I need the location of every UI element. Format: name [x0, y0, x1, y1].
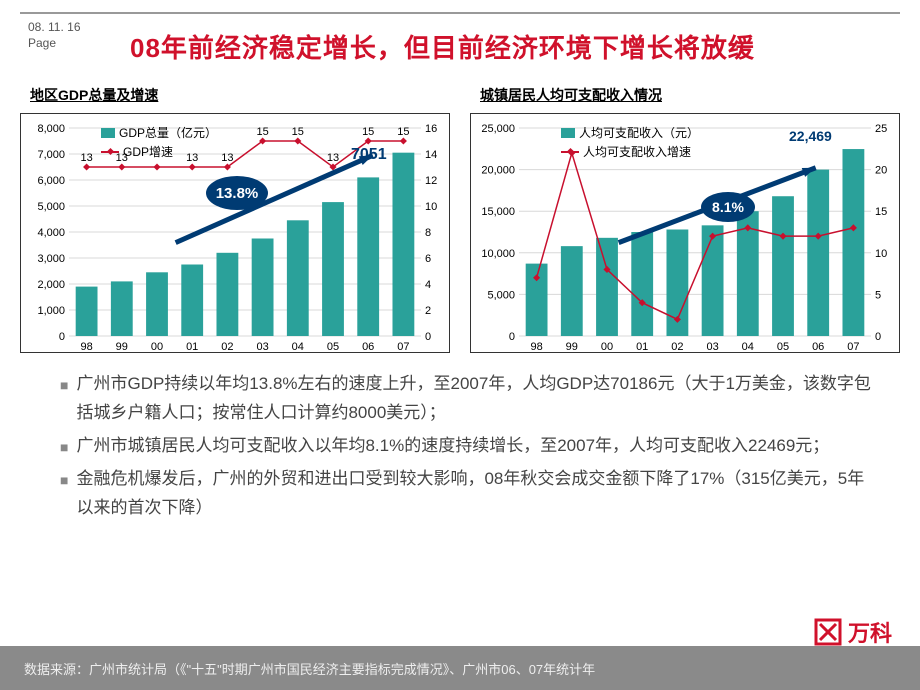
logo-icon	[814, 618, 842, 646]
svg-text:99: 99	[116, 341, 128, 350]
svg-text:05: 05	[777, 341, 789, 350]
chart-left-subtitle: 地区GDP总量及增速	[30, 85, 450, 105]
list-item: ■ 广州市GDP持续以年均13.8%左右的速度上升，至2007年，人均GDP达7…	[60, 370, 880, 428]
bullet-list: ■ 广州市GDP持续以年均13.8%左右的速度上升，至2007年，人均GDP达7…	[60, 370, 880, 526]
svg-text:20: 20	[875, 165, 887, 177]
svg-text:03: 03	[706, 341, 718, 350]
svg-text:25: 25	[875, 123, 887, 135]
svg-text:10: 10	[875, 248, 887, 260]
svg-text:8,000: 8,000	[37, 123, 65, 135]
svg-text:98: 98	[530, 341, 542, 350]
svg-text:25,000: 25,000	[481, 123, 515, 135]
bullet-text: 金融危机爆发后，广州的外贸和进出口受到较大影响，08年秋交会成交金额下降了17%…	[76, 465, 880, 523]
bullet-icon: ■	[60, 436, 68, 461]
svg-text:04: 04	[292, 341, 304, 350]
svg-text:15: 15	[875, 206, 887, 218]
svg-text:6,000: 6,000	[37, 175, 65, 187]
growth-badge: 8.1%	[701, 192, 755, 222]
svg-text:14: 14	[425, 149, 437, 161]
svg-text:0: 0	[425, 331, 431, 343]
svg-text:02: 02	[671, 341, 683, 350]
page-label: Page	[28, 36, 81, 52]
svg-text:0: 0	[59, 331, 65, 343]
chart-right-block: 城镇居民人均可支配收入情况 0 5,000 10,000 15,000 20,000 25…	[470, 85, 900, 353]
svg-text:5,000: 5,000	[37, 201, 65, 213]
svg-text:06: 06	[812, 341, 824, 350]
svg-text:2,000: 2,000	[37, 279, 65, 291]
vanke-logo: 万科	[814, 616, 892, 648]
chart-area: 地区GDP总量及增速 0 1,000 2,000 3,000 4,000 5,000 6,0…	[20, 85, 900, 353]
svg-text:10,000: 10,000	[481, 248, 515, 260]
svg-text:00: 00	[601, 341, 613, 350]
end-value-label: 22,469	[789, 128, 832, 144]
svg-text:4: 4	[425, 279, 431, 291]
svg-text:07: 07	[847, 341, 859, 350]
bullet-text: 广州市GDP持续以年均13.8%左右的速度上升，至2007年，人均GDP达701…	[76, 370, 880, 428]
svg-text:3,000: 3,000	[37, 253, 65, 265]
svg-text:5,000: 5,000	[487, 289, 515, 301]
logo-text: 万科	[848, 616, 892, 648]
header-rule	[20, 12, 900, 14]
svg-text:02: 02	[221, 341, 233, 350]
svg-text:5: 5	[875, 289, 881, 301]
svg-text:00: 00	[151, 341, 163, 350]
growth-badge: 13.8%	[206, 176, 268, 210]
date-text: 08. 11. 16	[28, 20, 81, 36]
chart-left: 0 1,000 2,000 3,000 4,000 5,000 6,000 7,000 8,00…	[20, 113, 450, 353]
footer: 数据来源：广州市统计局（《"十五"时期广州市国民经济主要指标完成情况》、广州市0…	[0, 646, 920, 690]
list-item: ■ 金融危机爆发后，广州的外贸和进出口受到较大影响，08年秋交会成交金额下降了1…	[60, 465, 880, 523]
svg-text:10: 10	[425, 201, 437, 213]
list-item: ■ 广州市城镇居民人均可支配收入以年均8.1%的速度持续增长，至2007年，人均…	[60, 432, 880, 461]
svg-text:99: 99	[566, 341, 578, 350]
svg-text:4,000: 4,000	[37, 227, 65, 239]
chart-left-block: 地区GDP总量及增速 0 1,000 2,000 3,000 4,000 5,000 6,0…	[20, 85, 450, 353]
svg-text:20,000: 20,000	[481, 165, 515, 177]
svg-text:04: 04	[742, 341, 754, 350]
svg-text:07: 07	[397, 341, 409, 350]
bullet-icon: ■	[60, 374, 68, 428]
footer-source: 数据来源：广州市统计局（《"十五"时期广州市国民经济主要指标完成情况》、广州市0…	[24, 659, 595, 678]
svg-text:05: 05	[327, 341, 339, 350]
bullet-text: 广州市城镇居民人均可支配收入以年均8.1%的速度持续增长，至2007年，人均可支…	[76, 432, 829, 461]
svg-text:0: 0	[509, 331, 515, 343]
chart-right: 05,00010,00015,00020,00025,0000510152025…	[470, 113, 900, 353]
svg-text:2: 2	[425, 305, 431, 317]
svg-text:12: 12	[425, 175, 437, 187]
svg-text:98: 98	[80, 341, 92, 350]
svg-text:8: 8	[425, 227, 431, 239]
svg-text:7,000: 7,000	[37, 149, 65, 161]
end-value-label: 7051	[351, 146, 387, 164]
svg-text:01: 01	[636, 341, 648, 350]
svg-text:16: 16	[425, 123, 437, 135]
header-date: 08. 11. 16 Page	[28, 20, 81, 51]
svg-text:06: 06	[362, 341, 374, 350]
svg-text:03: 03	[256, 341, 268, 350]
svg-text:0: 0	[875, 331, 881, 343]
svg-text:1,000: 1,000	[37, 305, 65, 317]
page-title: 08年前经济稳定增长，但目前经济环境下增长将放缓	[130, 28, 755, 65]
chart-right-subtitle: 城镇居民人均可支配收入情况	[480, 85, 900, 105]
svg-text:15,000: 15,000	[481, 206, 515, 218]
svg-text:6: 6	[425, 253, 431, 265]
bullet-icon: ■	[60, 469, 68, 523]
svg-text:01: 01	[186, 341, 198, 350]
